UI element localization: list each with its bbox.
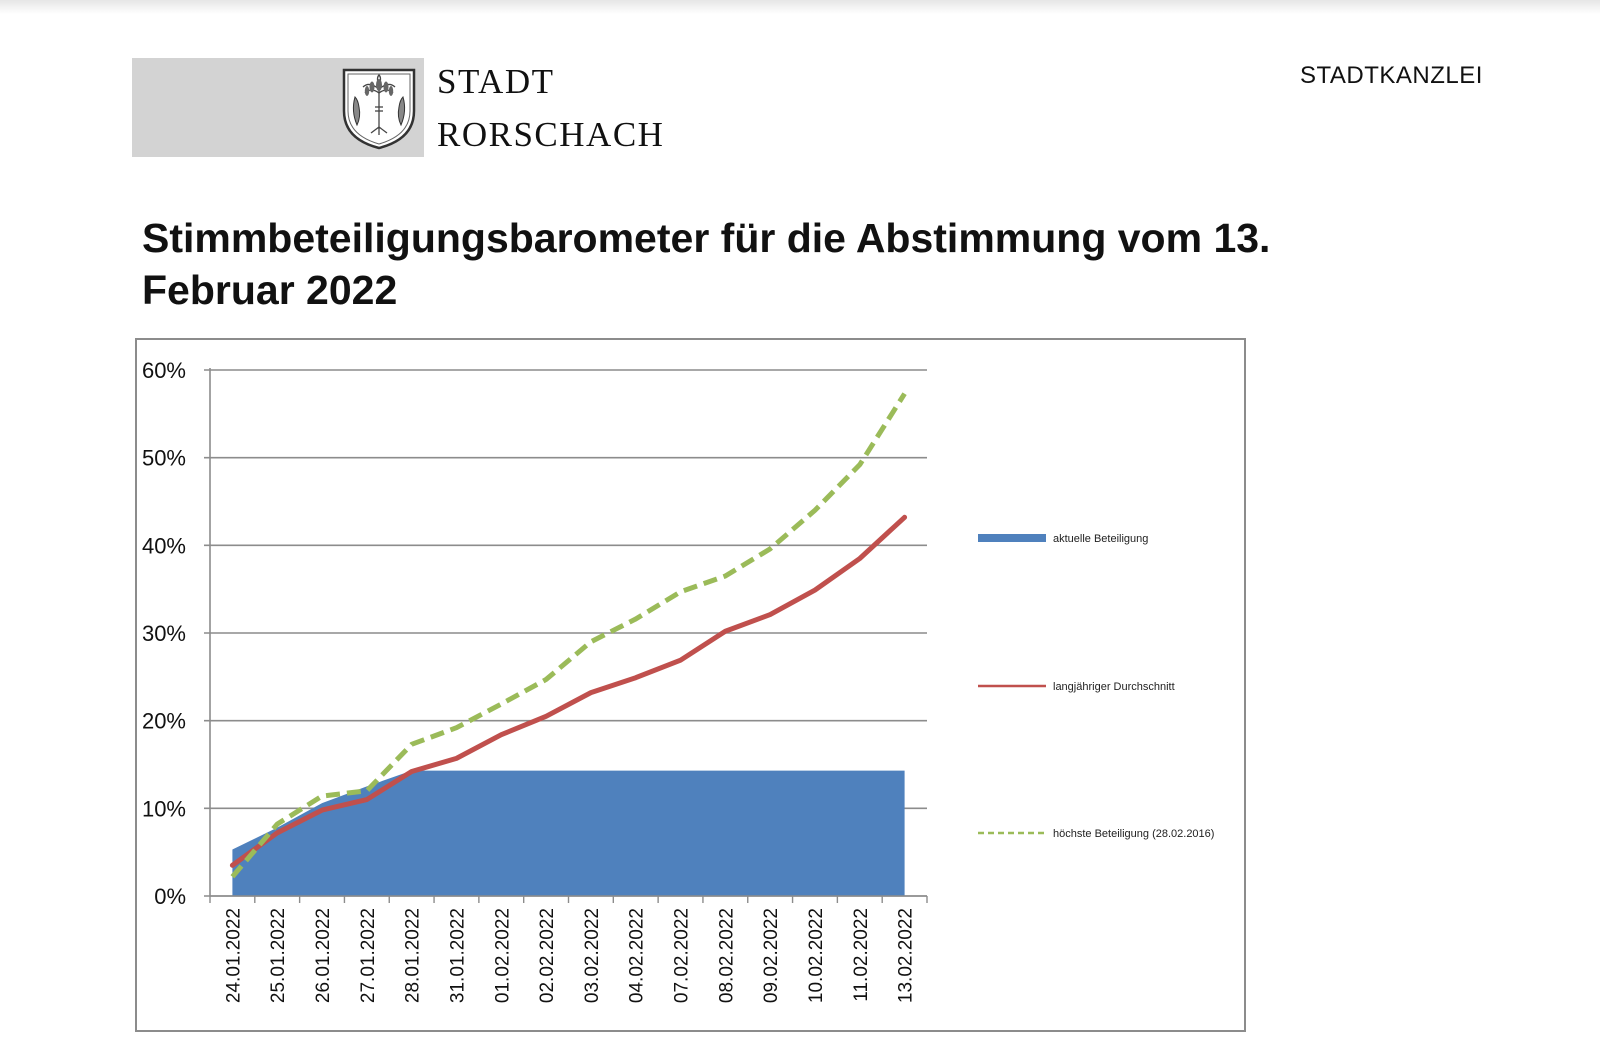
x-tick-label: 11.02.2022 — [851, 908, 872, 1002]
x-tick-label: 03.02.2022 — [582, 908, 603, 1003]
x-tick-label: 13.02.2022 — [896, 908, 917, 1003]
x-tick-label: 04.02.2022 — [627, 908, 648, 1003]
y-tick-label: 50% — [142, 446, 186, 471]
office-label: STADTKANZLEI — [1300, 62, 1483, 89]
y-tick-label: 30% — [142, 621, 186, 646]
x-tick-label: 10.02.2022 — [806, 908, 827, 1003]
line-long-term-average — [229, 514, 908, 868]
y-tick-label: 60% — [142, 358, 186, 383]
line-highest-turnout — [230, 392, 907, 879]
x-tick-label: 09.02.2022 — [761, 908, 782, 1003]
y-tick-label: 40% — [142, 533, 186, 558]
y-tick-label: 20% — [142, 709, 186, 734]
x-tick-label: 01.02.2022 — [492, 908, 513, 1003]
x-tick-label: 02.02.2022 — [537, 908, 558, 1003]
x-tick-label: 31.01.2022 — [447, 908, 468, 1003]
page-title: Stimmbeteiligungsbarometer für die Absti… — [142, 215, 1271, 313]
x-tick-label: 25.01.2022 — [268, 908, 289, 1003]
x-tick-label: 27.01.2022 — [358, 908, 379, 1003]
legend-label-current: aktuelle Beteiligung — [1053, 533, 1148, 545]
page-top-shade — [0, 0, 1600, 14]
x-tick-label: 26.01.2022 — [313, 908, 334, 1003]
y-tick-label: 0% — [154, 884, 186, 909]
logo-text-line1: STADT — [437, 62, 555, 101]
legend-label-highest: höchste Beteiligung (28.02.2016) — [1053, 828, 1214, 840]
x-tick-label: 24.01.2022 — [223, 908, 244, 1003]
coat-of-arms-icon — [342, 68, 416, 150]
x-tick-label: 28.01.2022 — [403, 908, 424, 1003]
area-current-turnout — [232, 770, 905, 896]
legend-label-average: langjähriger Durchschnitt — [1053, 681, 1175, 693]
logo-text-line2: RORSCHACH — [437, 115, 665, 154]
y-tick-label: 10% — [142, 796, 186, 821]
x-tick-label: 07.02.2022 — [672, 908, 693, 1003]
x-tick-label: 08.02.2022 — [716, 908, 737, 1003]
chart-frame — [135, 338, 1246, 1032]
